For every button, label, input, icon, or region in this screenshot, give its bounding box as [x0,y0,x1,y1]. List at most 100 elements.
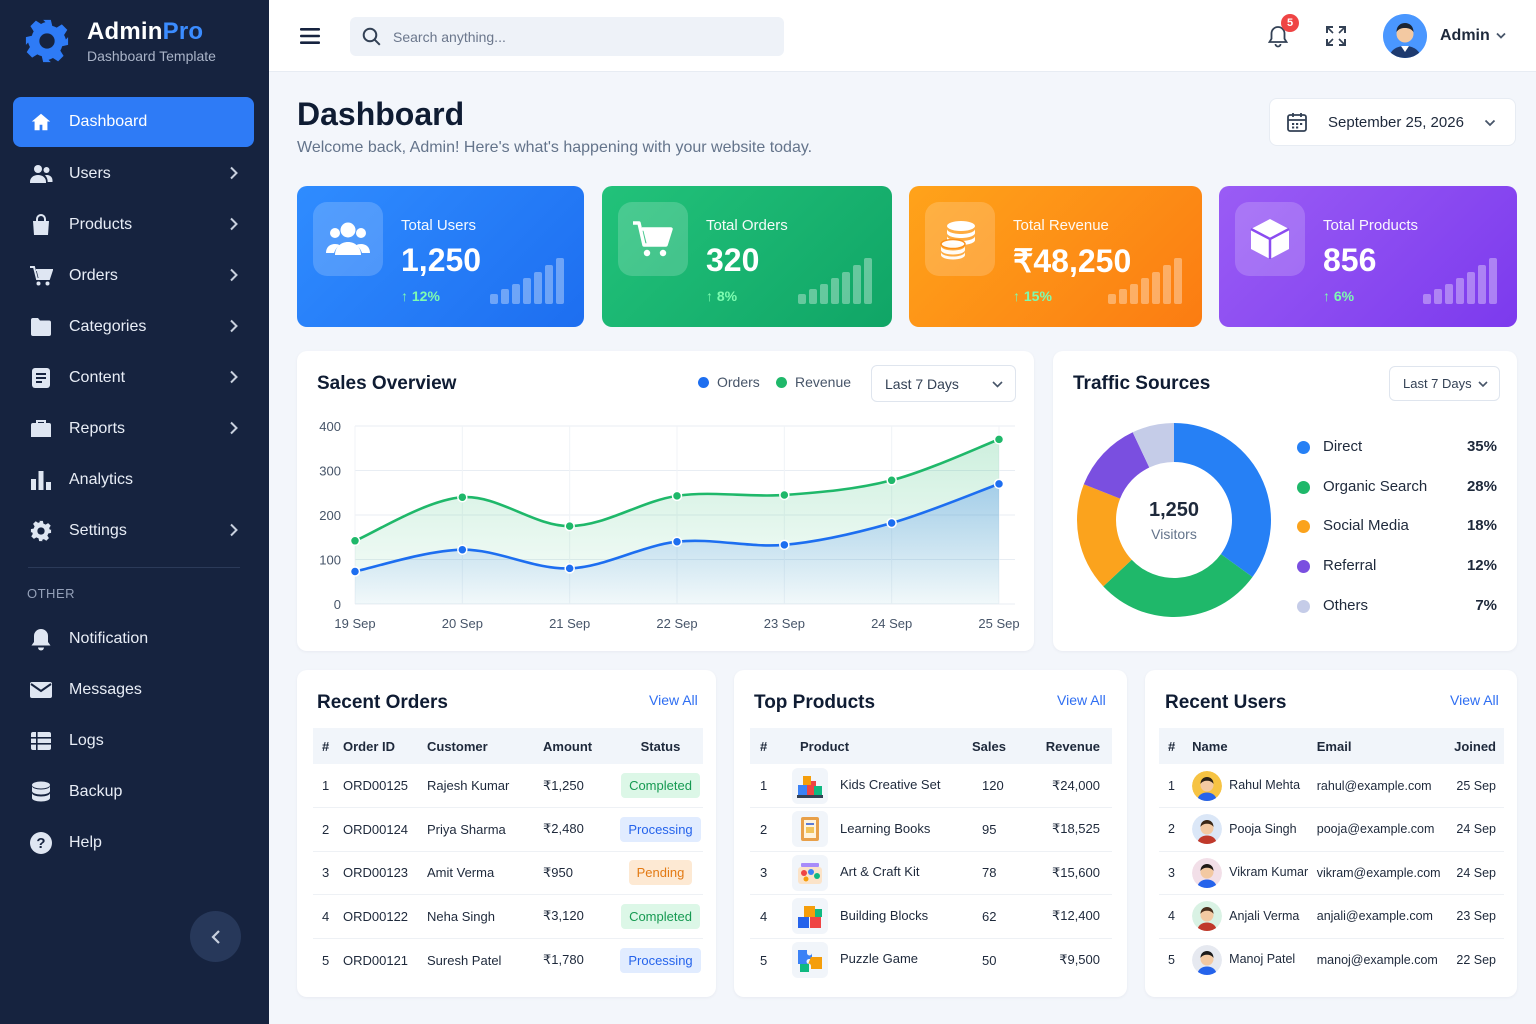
sidebar-item-messages[interactable]: Messages [13,664,254,715]
sidebar-item-analytics[interactable]: Analytics [13,454,254,505]
sidebar-item-reports[interactable]: Reports [13,403,254,454]
table-row[interactable]: 4 ORD00122 Neha Singh ₹3,120 Completed [313,894,703,939]
table-row[interactable]: 2 Pooja Singh pooja@example.com 24 Sep [1159,807,1504,852]
sidebar-item-notification[interactable]: Notification [13,613,254,664]
table-row[interactable]: 2 Learning Books 95 ₹18,525 [750,807,1112,852]
sidebar-item-content[interactable]: Content [13,352,254,403]
orders-point[interactable] [993,478,1005,490]
table-row[interactable]: 3 ORD00123 Amit Verma ₹950 Pending [313,851,703,895]
order-amount: ₹3,120 [543,894,618,939]
sidebar-nav: Dashboard Users Products Orders Categori… [13,97,254,556]
y-tick-label: 100 [319,553,341,568]
gear-logo-icon [25,19,69,63]
legend-orders[interactable]: Orders [698,374,760,390]
panel-title: Top Products [754,692,876,713]
table-row[interactable]: 5 Manoj Patel manoj@example.com 22 Sep [1159,938,1504,982]
orders-point[interactable] [886,517,897,529]
sidebar-item-categories[interactable]: Categories [13,301,254,352]
traffic-legend-item[interactable]: Referral 12% [1297,556,1497,576]
menu-icon[interactable] [300,27,320,45]
product-revenue: ₹9,500 [1059,952,1100,967]
recent-users-panel: Recent Users View All # Name Email Joine… [1145,670,1517,997]
x-tick-label: 23 Sep [764,616,805,631]
sidebar-item-orders[interactable]: Orders [13,250,254,301]
sidebar-item-settings[interactable]: Settings [13,505,254,556]
view-all-products-link[interactable]: View All [1057,692,1106,708]
date-picker[interactable]: September 25, 2026 [1269,98,1516,146]
stat-card-total-orders[interactable]: Total Orders 320 ↑ 8% [602,186,892,327]
period-select[interactable]: Last 7 Days [871,365,1016,402]
donut-slice-direct[interactable] [1174,423,1271,578]
table-row[interactable]: 2 ORD00124 Priya Sharma ₹2,480 Processin… [313,807,703,852]
donut-slice-social-media[interactable] [1077,484,1132,587]
sidebar-item-dashboard[interactable]: Dashboard [13,97,254,147]
table-row[interactable]: 1 Kids Creative Set 120 ₹24,000 [750,764,1112,808]
svg-text:?: ? [36,835,45,852]
sidebar-item-logs[interactable]: Logs [13,715,254,766]
search-input[interactable] [393,28,773,45]
orders-point[interactable] [349,566,361,577]
revenue-point[interactable] [779,489,790,501]
orders-point[interactable] [564,563,575,574]
user-joined: 24 Sep [1454,851,1504,895]
table-row[interactable]: 1 ORD00125 Rajesh Kumar ₹1,250 Completed [313,764,703,808]
product-revenue: ₹12,400 [1038,894,1112,939]
chevron-down-icon [992,381,1003,388]
sidebar-item-users[interactable]: Users [13,148,254,199]
revenue-point[interactable] [457,491,468,503]
traffic-source-name: Direct [1323,438,1363,455]
stat-card-total-users[interactable]: Total Users 1,250 ↑ 12% [297,186,584,327]
brand[interactable]: AdminPro Dashboard Template [24,16,216,66]
order-amount: ₹2,480 [543,807,618,852]
order-amount: ₹1,250 [543,764,618,808]
x-tick-label: 19 Sep [334,616,375,631]
traffic-legend-item[interactable]: Social Media 18% [1297,516,1497,536]
orders-point[interactable] [457,544,468,555]
y-tick-label: 400 [319,419,341,434]
sidebar-collapse-button[interactable] [190,911,241,962]
customer-name: Suresh Patel [427,952,502,968]
revenue-point[interactable] [671,490,683,502]
view-all-users-link[interactable]: View All [1450,692,1499,708]
calendar-icon [1287,113,1307,132]
product-sales: 95 [972,807,1038,852]
table-row[interactable]: 5 Puzzle Game 50 ₹9,500 [750,938,1112,982]
area-orders [355,483,999,604]
sidebar-item-help[interactable]: ? Help [13,817,254,868]
donut-slice-others[interactable] [1132,423,1174,468]
table-row[interactable]: 5 ORD00121 Suresh Patel ₹1,780 Processin… [313,938,703,982]
revenue-point[interactable] [564,520,575,532]
stat-card-total-products[interactable]: Total Products 856 ↑ 6% [1219,186,1517,327]
avatar[interactable] [1383,14,1427,58]
revenue-point[interactable] [993,434,1005,445]
table-row[interactable]: 3 Vikram Kumar vikram@example.com 24 Sep [1159,851,1504,895]
user-name[interactable]: Admin [1440,27,1490,44]
sidebar-item-products[interactable]: Products [13,199,254,250]
col-header: # [313,728,343,764]
view-all-orders-link[interactable]: View All [649,692,698,708]
traffic-legend-item[interactable]: Organic Search 28% [1297,477,1497,497]
order-id: ORD00122 [343,894,427,939]
table-row[interactable]: 3 Art & Craft Kit 78 ₹15,600 [750,851,1112,895]
orders-point[interactable] [671,536,683,547]
traffic-period-select[interactable]: Last 7 Days [1389,366,1500,401]
legend-revenue[interactable]: Revenue [776,374,851,390]
sidebar-item-backup[interactable]: Backup [13,766,254,817]
table-row[interactable]: 4 Building Blocks 62 ₹12,400 [750,894,1112,939]
chevron-down-icon[interactable] [1496,32,1506,40]
avatar [1192,857,1223,888]
orders-point[interactable] [779,539,790,551]
user-name: Anjali Verma [1229,908,1300,923]
fullscreen-icon[interactable] [1326,26,1346,46]
brand-name-accent: Pro [162,18,204,45]
traffic-legend-item[interactable]: Others 7% [1297,596,1497,616]
stat-card-total-revenue[interactable]: Total Revenue ₹48,250 ↑ 15% [909,186,1202,327]
revenue-point[interactable] [886,475,897,486]
revenue-point[interactable] [349,535,361,547]
donut-slice-referral[interactable] [1083,432,1150,499]
table-row[interactable]: 4 Anjali Verma anjali@example.com 23 Sep [1159,894,1504,939]
traffic-legend-item[interactable]: Direct 35% [1297,437,1497,457]
product-name: Learning Books [840,820,931,836]
donut-slice-organic-search[interactable] [1103,554,1253,617]
table-row[interactable]: 1 Rahul Mehta rahul@example.com 25 Sep [1159,764,1504,808]
